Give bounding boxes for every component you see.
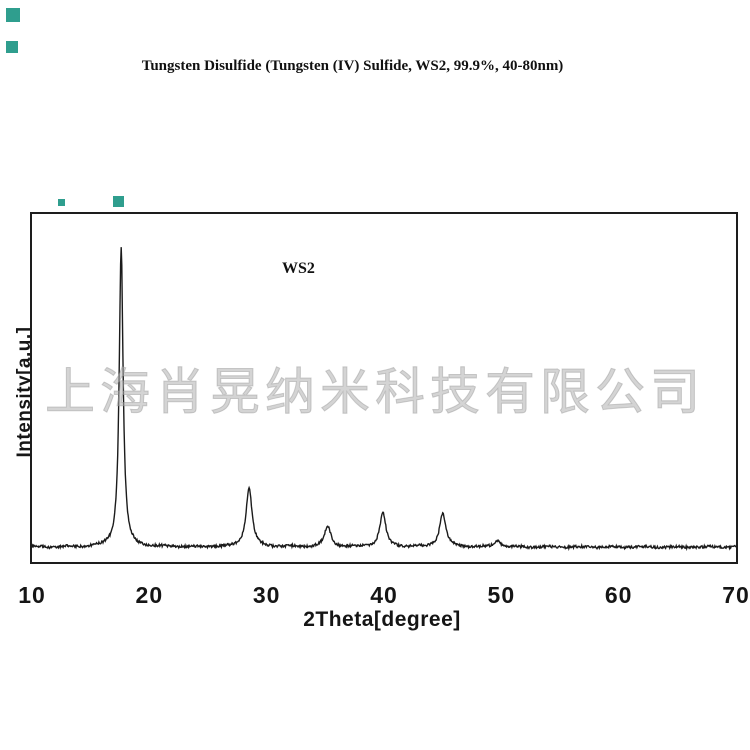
xrd-spectrum-plot xyxy=(32,247,736,552)
teal-artifact-square xyxy=(6,41,18,53)
teal-artifact-square xyxy=(6,8,20,22)
x-tick-label: 10 xyxy=(18,582,46,608)
x-axis-ticks: 10 20 30 40 50 60 70 xyxy=(18,582,749,612)
x-tick-label: 30 xyxy=(252,582,281,608)
series-label: WS2 xyxy=(282,260,315,277)
x-tick-label: 50 xyxy=(487,582,516,608)
x-tick-label: 40 xyxy=(370,582,398,608)
xrd-trace-line xyxy=(32,247,736,552)
x-tick-label: 60 xyxy=(604,582,633,608)
x-tick-label: 70 xyxy=(722,582,750,608)
x-axis-label: 2Theta[degree] xyxy=(303,608,461,631)
page-title: Tungsten Disulfide (Tungsten (IV) Sulfid… xyxy=(141,58,564,74)
teal-artifact-square xyxy=(113,196,124,207)
teal-artifact-square xyxy=(58,199,65,206)
xrd-chart-frame: WS2 xyxy=(30,212,738,564)
x-tick-label: 20 xyxy=(135,582,164,608)
